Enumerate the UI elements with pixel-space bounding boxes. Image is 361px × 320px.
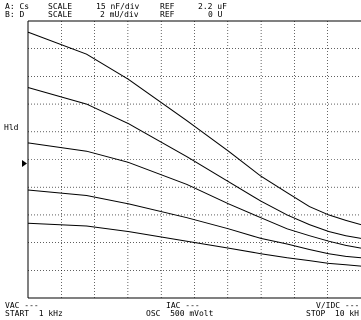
traces bbox=[27, 31, 361, 267]
footer-osc: OSC 500 mVolt bbox=[146, 309, 214, 318]
trace-line-4 bbox=[27, 189, 361, 259]
reference-marker-arrow-icon bbox=[22, 160, 27, 167]
row-b-ref-value: 0 U bbox=[208, 10, 223, 19]
row-a-ref-label: REF bbox=[160, 2, 175, 11]
footer-start: START 1 kHz bbox=[5, 309, 63, 318]
trace-line-1 bbox=[27, 31, 361, 226]
row-a-scale-value: 15 nF/div bbox=[96, 2, 140, 11]
trace-line-2 bbox=[27, 87, 361, 239]
hold-marker-label: Hld bbox=[4, 123, 19, 132]
row-b-scale-value: 2 mU/div bbox=[100, 10, 139, 19]
row-a-scale-label: SCALE bbox=[48, 2, 73, 11]
footer-vac: VAC --- bbox=[5, 301, 39, 310]
grid-lines bbox=[28, 21, 361, 298]
row-a-prefix: A: Cs bbox=[5, 2, 30, 11]
row-b-ref-label: REF bbox=[160, 10, 175, 19]
footer-vidc: V/IDC --- bbox=[316, 301, 360, 310]
footer-iac: IAC --- bbox=[166, 301, 200, 310]
row-b-prefix: B: D bbox=[5, 10, 25, 19]
trace-line-3 bbox=[27, 142, 361, 249]
row-b-scale-label: SCALE bbox=[48, 10, 73, 19]
trace-line-5 bbox=[27, 222, 361, 267]
row-a-ref-value: 2.2 uF bbox=[198, 2, 227, 11]
footer-stop: STOP 10 kH bbox=[306, 309, 359, 318]
